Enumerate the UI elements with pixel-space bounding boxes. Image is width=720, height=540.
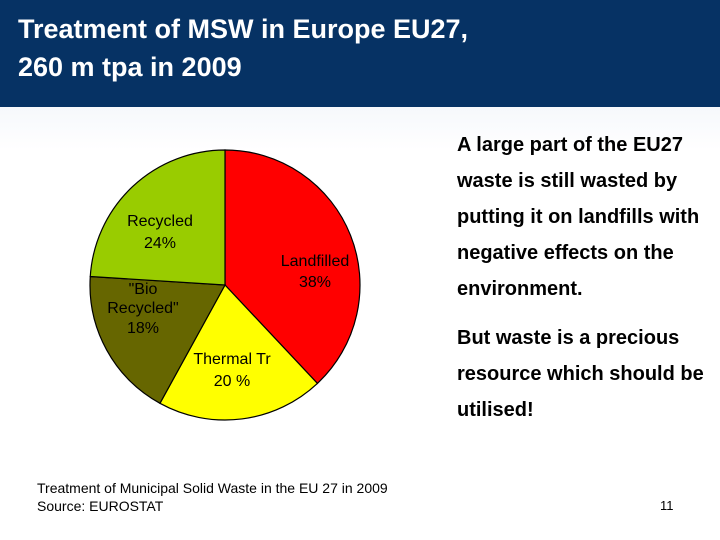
pie-slice-thermal	[159, 283, 319, 421]
pie-chart: Landfilled 38% Thermal Tr 20 % "Bio Recy…	[89, 149, 361, 421]
message-paragraph-1: A large part of the EU27 waste is still …	[457, 134, 700, 300]
message-paragraph-2: But waste is a precious resource which s…	[457, 327, 704, 421]
chart-caption: Treatment of Municipal Solid Waste in th…	[37, 479, 457, 515]
slice-label-bio-recycled-line1: "Bio	[129, 281, 158, 298]
message-text: A large part of the EU27 waste is still …	[457, 127, 719, 428]
pie-slice-recycled	[89, 149, 226, 286]
caption-title: Treatment of Municipal Solid Waste in th…	[37, 480, 388, 496]
pie-slice-landfilled	[224, 149, 361, 385]
page-number: 11	[660, 498, 674, 513]
slice-value-thermal: 20 %	[214, 373, 250, 390]
slice-label-thermal: Thermal Tr	[193, 351, 271, 368]
slice-value-recycled: 24%	[144, 235, 176, 252]
slice-label-recycled: Recycled	[127, 213, 193, 230]
slice-label-landfilled: Landfilled	[281, 253, 350, 270]
slice-value-bio-recycled: 18%	[127, 320, 159, 337]
caption-source: Source: EUROSTAT	[37, 498, 164, 514]
pie-slice-bio-recycled	[89, 275, 226, 405]
slide-title: Treatment of MSW in Europe EU27, 260 m t…	[18, 14, 469, 82]
pie-slices	[89, 149, 361, 421]
slice-label-bio-recycled-line2: Recycled"	[107, 300, 178, 317]
slice-value-landfilled: 38%	[299, 274, 331, 291]
title-bar: Treatment of MSW in Europe EU27, 260 m t…	[0, 0, 720, 107]
